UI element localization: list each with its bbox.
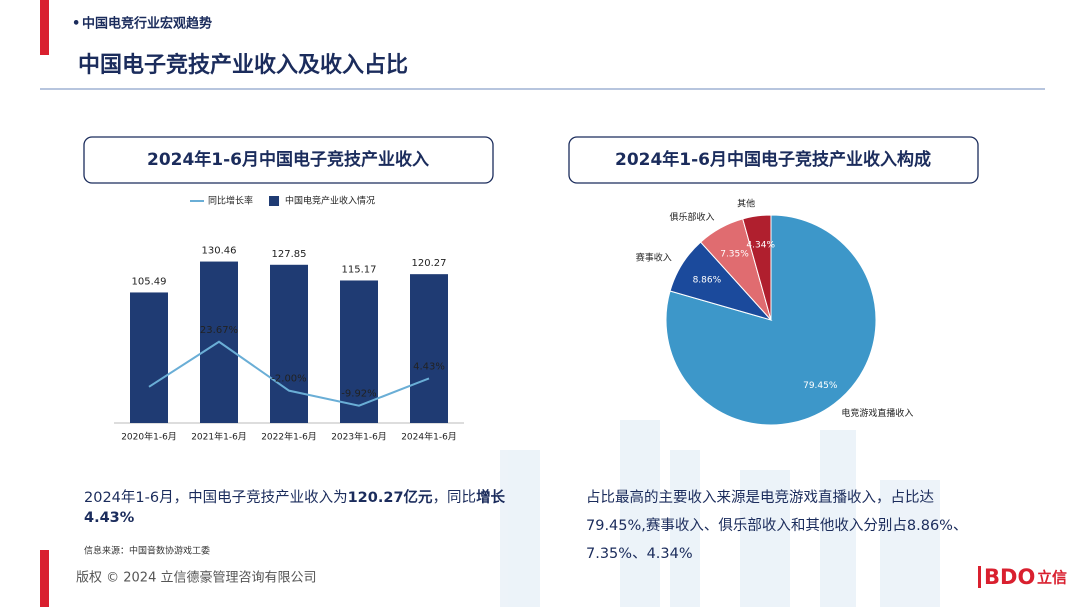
summary-part: 4.43% <box>84 510 135 526</box>
summary-part: 2024年1-6月，中国电子竞技产业收入为 <box>84 488 348 506</box>
accent-bar <box>40 0 49 55</box>
city-decoration <box>500 420 940 607</box>
category-label: 其他 <box>737 198 755 210</box>
summary-text: 7.35%、4.34% <box>586 546 693 562</box>
title-box <box>83 136 494 184</box>
data-label: 130.46 <box>202 246 237 257</box>
chart-title: 2024年1-6月中国电子竞技产业收入 <box>147 149 429 170</box>
data-label: 7.35% <box>720 249 749 259</box>
copyright: 版权 © 2024 立信德豪管理咨询有限公司 <box>76 570 316 586</box>
summary-text: 占比最高的主要收入来源是电竞游戏直播收入，占比达 <box>586 488 934 506</box>
summary-text: 2024年1-6月，中国电子竞技产业收入为120.27亿元，同比增长 <box>84 488 506 506</box>
x-tick-label: 2024年1-6月 <box>401 431 457 443</box>
logo-cn: 立信 <box>1037 569 1067 587</box>
summary-part: ，同比 <box>433 489 477 506</box>
bullet: • <box>72 17 80 32</box>
legend-key <box>269 196 280 206</box>
source: 信息来源：中国音数协游戏工委 <box>84 545 210 557</box>
summary-text: 4.43% <box>84 510 135 526</box>
logo: BDO <box>984 565 1035 589</box>
summary-part: 120.27亿元 <box>348 488 433 506</box>
accent-bar <box>40 550 49 607</box>
pie-slice <box>742 214 772 321</box>
data-label: 115.17 <box>342 264 377 275</box>
title-box <box>568 136 979 184</box>
logo-mark <box>978 566 981 588</box>
summary-text: 79.45%,赛事收入、俱乐部收入和其他收入分别占8.86%、 <box>586 517 967 534</box>
data-label: 79.45% <box>803 381 838 391</box>
x-tick-label: 2021年1-6月 <box>191 431 247 443</box>
bar <box>340 280 378 423</box>
data-label: 4.43% <box>413 361 445 372</box>
data-label: 105.49 <box>132 276 167 287</box>
line <box>148 340 430 407</box>
data-label: -2.00% <box>271 374 306 385</box>
legend-label: 中国电竞产业收入情况 <box>285 195 375 207</box>
summary-part: 增长 <box>476 488 505 506</box>
bar <box>270 264 308 423</box>
x-tick-label: 2020年1-6月 <box>121 431 177 443</box>
data-label: 23.67% <box>200 325 238 336</box>
category-label: 电竞游戏直播收入 <box>841 407 913 419</box>
bar <box>130 292 168 423</box>
category-label: 赛事收入 <box>636 252 672 264</box>
data-label: 120.27 <box>412 258 447 269</box>
section-title: 中国电竞行业宏观趋势 <box>82 16 212 32</box>
data-label: 4.34% <box>746 241 775 251</box>
legend-label: 同比增长率 <box>208 195 253 207</box>
bar <box>410 274 448 423</box>
x-tick-label: 2022年1-6月 <box>261 431 317 443</box>
chart-title: 2024年1-6月中国电子竞技产业收入构成 <box>615 149 931 170</box>
data-label: 127.85 <box>272 249 307 260</box>
data-label: 8.86% <box>693 275 722 285</box>
x-tick-label: 2023年1-6月 <box>331 431 387 443</box>
page-title: 中国电子竞技产业收入及收入占比 <box>78 52 408 78</box>
data-label: -9.92% <box>341 389 376 400</box>
category-label: 俱乐部收入 <box>670 211 715 223</box>
